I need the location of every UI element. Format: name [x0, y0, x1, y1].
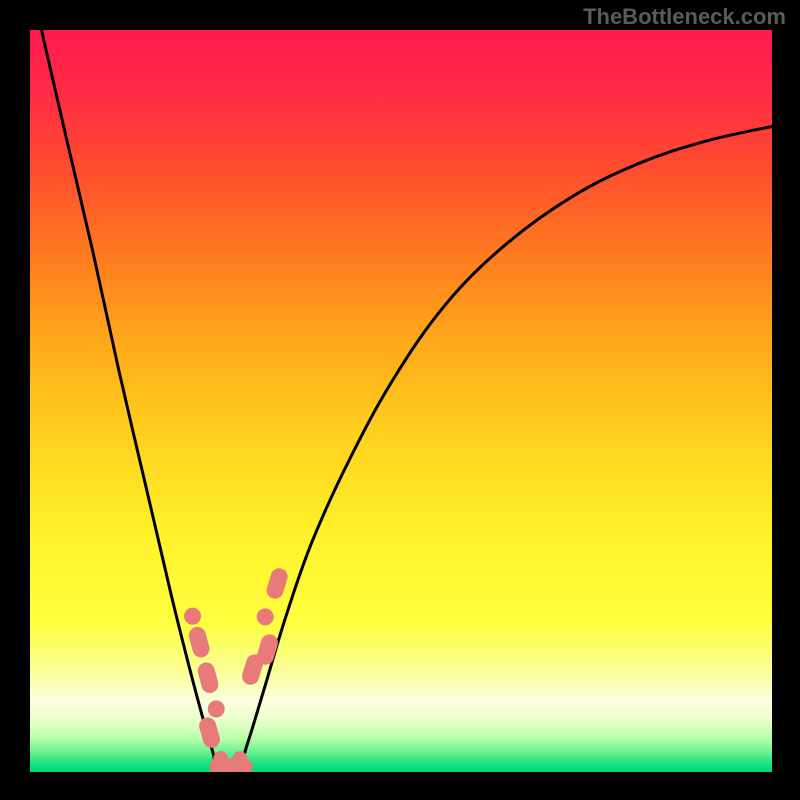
marker-capsule-group [255, 633, 279, 666]
marker-capsule-group [196, 661, 219, 694]
marker-capsule [198, 716, 222, 749]
marker-capsule-group [265, 567, 289, 600]
marker-circle [185, 608, 201, 624]
marker-circle [208, 701, 224, 717]
marker-capsule [265, 567, 289, 600]
marker-capsule [196, 661, 219, 694]
marker-capsule-group [188, 626, 211, 659]
marker-circle [214, 752, 228, 766]
watermark-text: TheBottleneck.com [583, 4, 786, 30]
curve-layer [30, 30, 772, 772]
marker-circle [257, 609, 273, 625]
marker-capsule [255, 633, 279, 666]
marker-circle [233, 752, 247, 766]
bottleneck-curve [30, 30, 772, 772]
stage: TheBottleneck.com [0, 0, 800, 800]
marker-capsule-group [198, 716, 222, 749]
marker-capsule [188, 626, 211, 659]
plot-area [30, 30, 772, 772]
